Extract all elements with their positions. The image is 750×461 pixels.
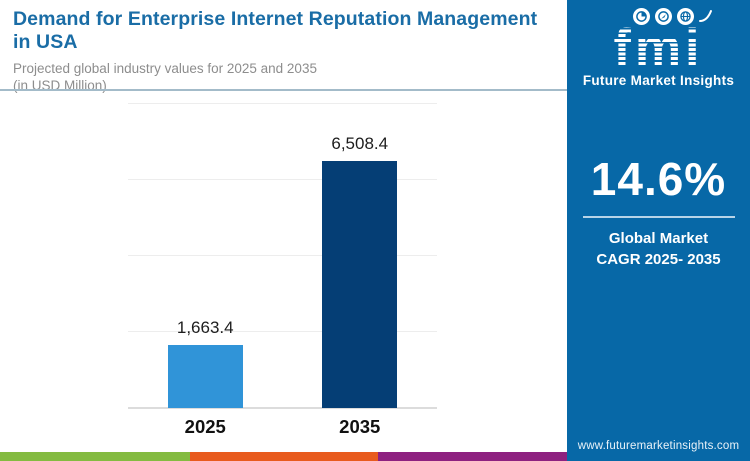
logo-icon-row (581, 7, 750, 25)
page-title: Demand for Enterprise Internet Reputatio… (13, 8, 553, 55)
x-axis-line (128, 407, 437, 409)
cagr-label-line2: CAGR 2025- 2035 (596, 251, 721, 268)
fmi-logo: fmi Future Market Insights (567, 7, 750, 88)
bar-2035 (322, 160, 398, 408)
logo-swoosh-icon (698, 10, 712, 22)
bar-2025 (167, 344, 243, 408)
brand-sidebar: fmi Future Market Insights 14.6% Global … (567, 0, 750, 461)
pie-chart-icon (632, 7, 650, 25)
footer-stripe-segment (378, 452, 567, 461)
cagr-block: 14.6% Global Market CAGR 2025- 2035 (567, 152, 750, 270)
page-subtitle: Projected global industry values for 202… (13, 61, 567, 95)
cagr-divider (582, 216, 735, 218)
page-subtitle-line1: Projected global industry values for 202… (13, 60, 317, 76)
page-subtitle-line2: (in USD Million) (13, 77, 107, 93)
page-title-line1: Demand for Enterprise Internet Reputatio… (13, 8, 538, 30)
gridline (128, 331, 437, 332)
bar-category-label: 2035 (339, 416, 381, 437)
website-url: www.futuremarketinsights.com (577, 440, 740, 452)
logo-tagline: Future Market Insights (582, 73, 735, 88)
header-divider (0, 89, 567, 91)
bar-category-label: 2025 (184, 416, 226, 437)
compass-icon (654, 7, 672, 25)
footer-stripe (0, 452, 567, 461)
bar-value-label: 6,508.4 (331, 133, 389, 153)
fmi-logo-text: fmi (567, 22, 750, 74)
footer-stripe-segment (190, 452, 378, 461)
globe-icon (676, 7, 694, 25)
cagr-label: Global Market CAGR 2025- 2035 (567, 228, 750, 270)
bar-chart: 1,663.4 2025 6,508.4 2035 (128, 103, 437, 437)
footer-stripe-segment (0, 452, 190, 461)
gridline (128, 255, 437, 256)
cagr-value: 14.6% (590, 153, 727, 205)
bar-value-label: 1,663.4 (176, 317, 234, 337)
gridline (128, 179, 437, 180)
gridline (128, 103, 437, 104)
page-title-line2: in USA (13, 31, 78, 54)
chart-header: Demand for Enterprise Internet Reputatio… (0, 0, 567, 95)
cagr-label-line1: Global Market (608, 230, 709, 247)
